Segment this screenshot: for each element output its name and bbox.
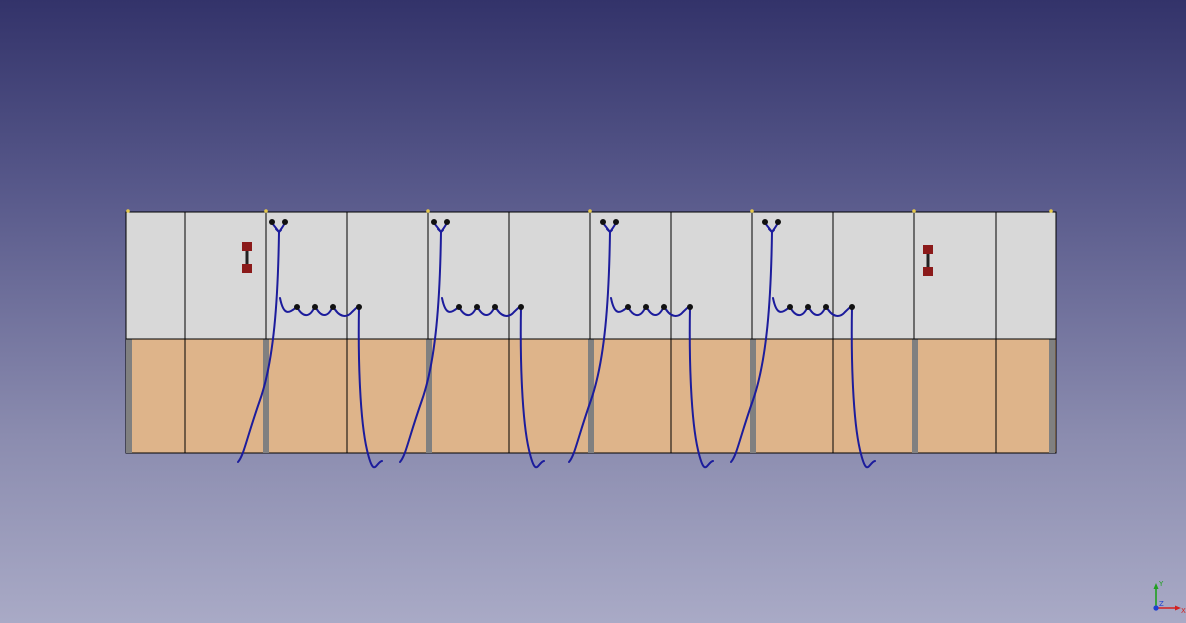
terminal-dot	[687, 304, 693, 310]
lower-compartment	[427, 338, 510, 454]
cable-left	[237, 231, 280, 463]
terminal-dot	[431, 219, 437, 225]
cable-right	[688, 306, 714, 469]
y-axis-label: Y	[1158, 580, 1164, 588]
corner-marker	[750, 209, 754, 213]
upper-compartment	[670, 211, 753, 340]
y-axis-arrow	[1153, 583, 1159, 589]
fuse-bottom	[242, 264, 252, 273]
corner-marker	[588, 209, 592, 213]
wire-group	[399, 219, 545, 469]
cable-left	[399, 231, 442, 463]
upper-compartment	[751, 211, 834, 340]
cable-right	[519, 306, 545, 469]
terminal-feed	[602, 222, 617, 233]
fuse-top	[923, 245, 933, 254]
cable-left	[568, 231, 611, 463]
terminal-dot	[518, 304, 524, 310]
axis-gizmo: Y X Z	[1153, 580, 1186, 615]
terminal-dot	[775, 219, 781, 225]
cable-left	[730, 231, 773, 463]
cable-right	[357, 306, 383, 469]
corner-marker	[1049, 209, 1053, 213]
support-post	[912, 339, 918, 453]
terminal-dot	[456, 304, 462, 310]
terminal-dot	[312, 304, 318, 310]
support-post	[750, 339, 756, 453]
lower-compartment	[184, 338, 267, 454]
corner-marker	[264, 209, 268, 213]
terminal-dot	[762, 219, 768, 225]
terminal-dot	[823, 304, 829, 310]
fuse-icon	[242, 242, 252, 273]
wire-group	[568, 219, 714, 469]
terminal-dot	[444, 219, 450, 225]
support-post	[263, 339, 269, 453]
terminal-feed	[764, 222, 779, 233]
lower-compartment	[265, 338, 348, 454]
fuse-icon	[923, 245, 933, 276]
fuse-top	[242, 242, 252, 251]
z-axis-dot	[1153, 605, 1159, 611]
terminal-dot	[643, 304, 649, 310]
support-post	[1049, 339, 1055, 453]
terminal-feed	[433, 222, 448, 233]
terminal-dot	[787, 304, 793, 310]
terminal-dot	[269, 219, 275, 225]
cable-right	[850, 306, 876, 469]
lower-compartment	[670, 338, 753, 454]
fuse-body	[245, 251, 249, 265]
upper-compartment	[589, 211, 672, 340]
lower-compartment	[913, 338, 997, 454]
terminal-dot	[661, 304, 667, 310]
terminal-dot	[849, 304, 855, 310]
upper-compartment	[995, 211, 1057, 340]
upper-compartment	[125, 211, 186, 340]
upper-compartment	[508, 211, 591, 340]
terminal-dot	[294, 304, 300, 310]
terminal-dot	[474, 304, 480, 310]
upper-compartment	[346, 211, 429, 340]
lower-compartment	[832, 338, 915, 454]
terminal-dot	[613, 219, 619, 225]
lower-compartment	[125, 338, 186, 454]
terminal-dot	[625, 304, 631, 310]
fuse-body	[926, 254, 930, 268]
support-post	[426, 339, 432, 453]
upper-compartment	[832, 211, 915, 340]
fuse-bottom	[923, 267, 933, 276]
terminal-dot	[282, 219, 288, 225]
wire-group	[237, 219, 383, 469]
x-axis-arrow	[1175, 605, 1181, 611]
terminal-dot	[356, 304, 362, 310]
terminal-dot	[600, 219, 606, 225]
corner-marker	[912, 209, 916, 213]
terminal-dot	[805, 304, 811, 310]
wire-group	[730, 219, 876, 469]
z-axis-label: Z	[1159, 600, 1164, 608]
upper-compartment	[184, 211, 267, 340]
support-post	[126, 339, 132, 453]
corner-marker	[426, 209, 430, 213]
lower-compartment	[995, 338, 1057, 454]
terminal-dot	[492, 304, 498, 310]
lower-compartment	[751, 338, 834, 454]
support-post	[588, 339, 594, 453]
x-axis-label: X	[1181, 607, 1186, 615]
terminal-feed	[271, 222, 286, 233]
terminal-dot	[330, 304, 336, 310]
corner-marker	[126, 209, 130, 213]
